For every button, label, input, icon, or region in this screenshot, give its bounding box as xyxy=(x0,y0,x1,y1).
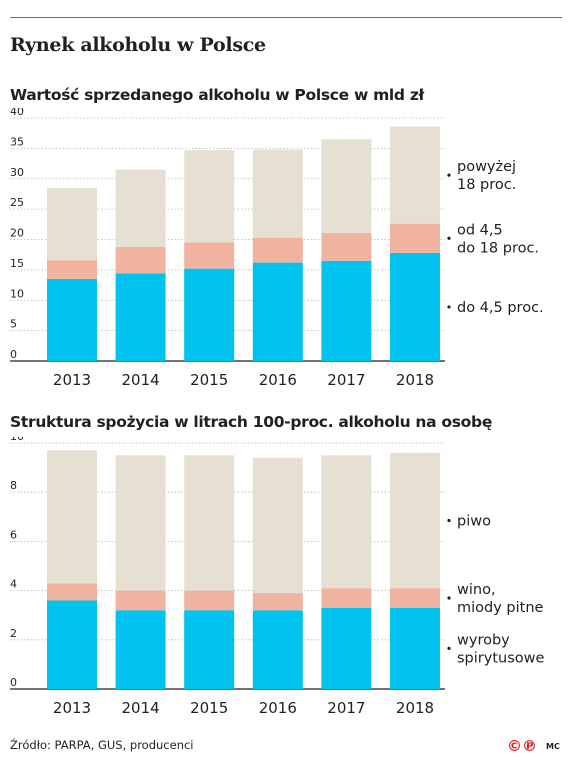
bar-segment-top xyxy=(321,455,372,589)
legend-label: wyroby xyxy=(457,632,510,648)
bar-segment-bottom xyxy=(115,273,166,361)
y-tick-label: 35 xyxy=(10,135,24,148)
x-tick-label: 2017 xyxy=(327,371,365,389)
bar-segment-middle xyxy=(321,588,372,608)
bar-segment-middle xyxy=(390,223,440,253)
bar-segment-middle xyxy=(115,246,166,274)
y-tick-label: 0 xyxy=(10,676,17,689)
bar-segment-bottom xyxy=(390,252,440,361)
bar-segment-top xyxy=(115,169,166,247)
x-tick-label: 2016 xyxy=(259,699,297,717)
bar-segment-top xyxy=(390,452,440,589)
top-rule xyxy=(10,17,562,18)
x-tick-label: 2014 xyxy=(122,699,160,717)
bar-segment-bottom xyxy=(184,610,235,689)
bar-segment-top xyxy=(252,457,303,594)
bar-segment-middle xyxy=(47,583,97,601)
legend-label: 18 proc. xyxy=(457,177,516,193)
bar-segment-bottom xyxy=(47,278,97,361)
y-tick-label: 8 xyxy=(10,479,17,492)
legend-marker xyxy=(447,596,451,600)
legend-label: spirytusowe xyxy=(457,650,544,666)
bar-segment-top xyxy=(390,126,440,224)
x-tick-label: 2018 xyxy=(396,371,434,389)
x-tick-label: 2015 xyxy=(190,699,228,717)
bar-segment-bottom xyxy=(252,262,303,361)
bar-segment-top xyxy=(115,455,166,591)
bar-segment-middle xyxy=(115,590,166,611)
x-tick-label: 2013 xyxy=(53,699,91,717)
bar-segment-top xyxy=(47,187,97,261)
legend-marker xyxy=(447,305,451,309)
legend-label: do 4,5 proc. xyxy=(457,300,544,316)
bar-segment-bottom xyxy=(115,610,166,689)
legend-marker xyxy=(447,646,451,651)
y-tick-label: 40 xyxy=(10,108,24,118)
author-credit: MC xyxy=(546,742,560,751)
legend-label: powyżej xyxy=(457,159,516,175)
legend-label: do 18 proc. xyxy=(457,240,539,256)
y-tick-label: 0 xyxy=(10,348,17,361)
bar-segment-top xyxy=(184,150,235,243)
bar-segment-bottom xyxy=(321,607,372,689)
y-tick-label: 20 xyxy=(10,227,24,240)
bar-segment-top xyxy=(47,450,97,584)
legend-label: od 4,5 xyxy=(457,222,503,238)
y-tick-label: 10 xyxy=(10,437,24,443)
bar-segment-top xyxy=(184,455,235,591)
y-tick-label: 4 xyxy=(10,578,17,591)
bar-segment-middle xyxy=(184,242,235,269)
legend-label: wino, xyxy=(457,582,496,598)
chart-2-svg: 0 2 4 6 8 10 2013 2014 2015 2016 2017 2018 wyroby spi… xyxy=(10,437,544,717)
legend-label: piwo xyxy=(457,513,491,529)
bar-segment-middle xyxy=(184,590,235,611)
y-tick-label: 2 xyxy=(10,627,17,640)
legend-marker xyxy=(447,173,451,177)
legend-marker xyxy=(447,518,451,523)
bar-segment-top xyxy=(321,139,372,233)
chart-1-svg: 0 5 10 15 20 25 30 35 40 2013 2014 2015 2016 2017 2018… xyxy=(10,108,544,389)
x-tick-label: 2017 xyxy=(327,699,365,717)
legend-marker xyxy=(447,236,451,240)
x-tick-label: 2014 xyxy=(122,371,160,389)
bar-segment-middle xyxy=(390,588,440,608)
source-note: Źródło: PARPA, GUS, producenci xyxy=(10,738,194,752)
y-tick-label: 25 xyxy=(10,196,24,209)
infographic-title: Rynek alkoholu w Polsce xyxy=(10,34,266,56)
y-tick-label: 30 xyxy=(10,166,24,179)
bar-segment-bottom xyxy=(47,600,97,689)
x-tick-label: 2016 xyxy=(259,371,297,389)
y-tick-label: 6 xyxy=(10,528,17,541)
bar-segment-middle xyxy=(252,593,303,611)
bar-segment-bottom xyxy=(184,268,235,361)
bar-segment-bottom xyxy=(321,260,372,361)
chart-1-title: Wartość sprzedanego alkoholu w Polsce w … xyxy=(10,86,425,104)
y-tick-label: 15 xyxy=(10,257,24,270)
bar-segment-top xyxy=(252,149,303,238)
legend-label: miody pitne xyxy=(457,600,544,616)
bar-segment-middle xyxy=(321,232,372,261)
x-tick-label: 2018 xyxy=(396,699,434,717)
bar-segment-bottom xyxy=(390,607,440,689)
bar-segment-middle xyxy=(47,260,97,279)
x-tick-label: 2015 xyxy=(190,371,228,389)
chart-2-title: Struktura spożycia w litrach 100-proc. a… xyxy=(10,413,493,431)
copyright-logo-icon: © xyxy=(507,737,522,755)
bar-segment-middle xyxy=(252,237,303,263)
bar-segment-bottom xyxy=(252,610,303,689)
x-tick-label: 2013 xyxy=(53,371,91,389)
press-logo-icon: ℗ xyxy=(522,737,537,755)
y-tick-label: 10 xyxy=(10,287,24,300)
y-tick-label: 5 xyxy=(10,318,17,331)
